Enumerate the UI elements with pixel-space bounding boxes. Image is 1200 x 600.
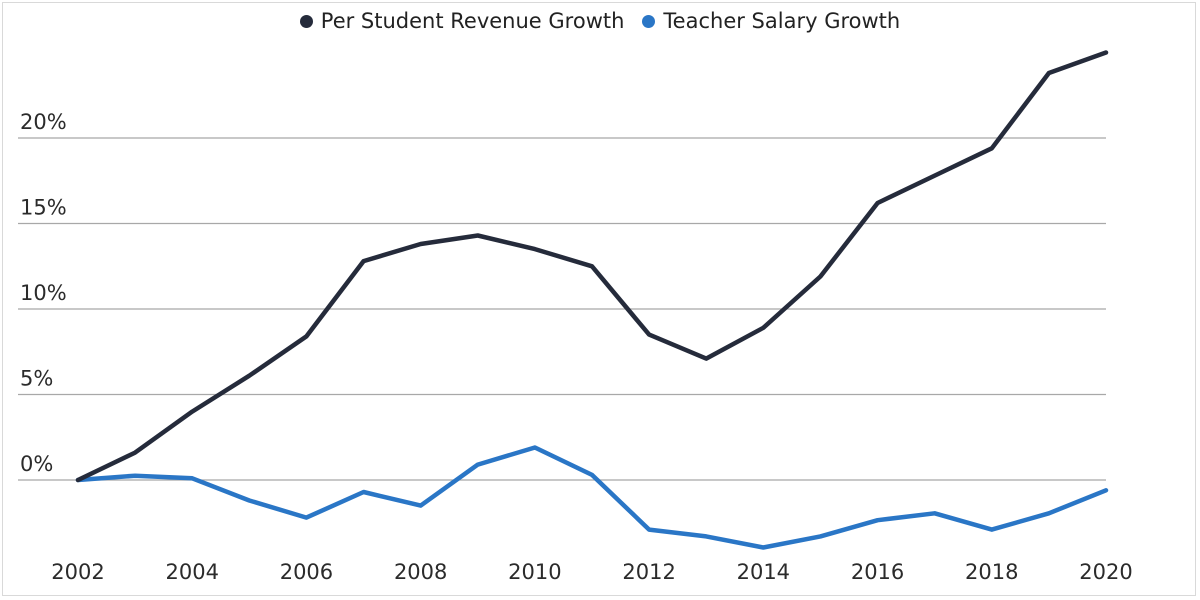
x-tick-label-2: 2006	[280, 560, 333, 584]
legend-label-revenue: Per Student Revenue Growth	[320, 9, 625, 33]
series-line-1	[75, 445, 1109, 550]
y-tick-label-2: 10%	[20, 281, 67, 305]
legend-marker-salary	[642, 14, 656, 28]
x-tick-label-4: 2010	[508, 560, 561, 584]
legend-item-salary[interactable]: Teacher Salary Growth	[642, 9, 900, 33]
legend-label-salary: Teacher Salary Growth	[663, 9, 901, 33]
y-tick-label-4: 20%	[20, 110, 67, 134]
x-tick-label-7: 2016	[851, 560, 904, 584]
x-tick-label-3: 2008	[394, 560, 447, 584]
y-tick-label-3: 15%	[20, 196, 67, 220]
x-tick-label-8: 2018	[965, 560, 1018, 584]
x-tick-label-6: 2014	[737, 560, 790, 584]
series-line-0	[75, 50, 1109, 483]
legend-item-revenue[interactable]: Per Student Revenue Growth	[299, 9, 625, 33]
x-tick-label-9: 2020	[1079, 560, 1132, 584]
chart-legend: Per Student Revenue Growth Teacher Salar…	[0, 9, 1200, 33]
legend-marker-revenue	[299, 14, 313, 28]
x-tick-label-5: 2012	[622, 560, 675, 584]
x-tick-label-0: 2002	[51, 560, 104, 584]
y-tick-label-1: 5%	[20, 367, 53, 391]
y-tick-label-0: 0%	[20, 452, 53, 476]
x-tick-label-1: 2004	[165, 560, 218, 584]
